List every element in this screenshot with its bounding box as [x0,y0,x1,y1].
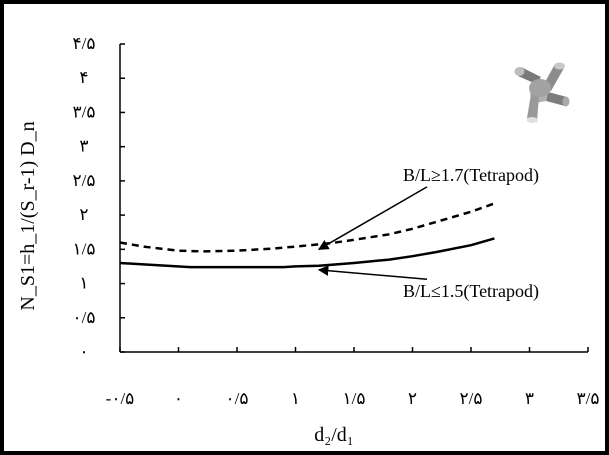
y-tick-label: ۲/۵ [73,171,96,190]
x-tick-label: ۳ [525,389,534,408]
x-tick-label: ۰/۵ [226,389,249,408]
annotations: B/L≥1.7(Tetrapod) B/L≤1.5(Tetrapod) [317,165,539,302]
x-tick-label: ۱/۵ [343,389,366,408]
y-tick-label: ۱ [79,274,88,293]
x-tick-label: ۱ [291,389,300,408]
x-tick-label: -۰/۵ [106,389,135,408]
y-axis-ticks: ۰ ۰/۵ ۱ ۱/۵ ۲ ۲/۵ ۳ ۳/۵ ۴ ۴/۵ [73,34,125,361]
series-group [119,202,495,269]
y-tick-label: ۰ [79,342,88,361]
annotation-arrow-1 [317,186,428,250]
x-tick-label: ۳/۵ [577,389,600,408]
y-tick-label: ۳ [79,137,88,156]
axes [119,44,588,353]
y-tick-label: ۰/۵ [73,308,96,327]
y-tick-label: ۴ [79,68,88,87]
x-axis-ticks: -۰/۵ ۰ ۰/۵ ۱ ۱/۵ ۲ ۲/۵ ۳ ۳/۵ [106,347,600,408]
x-tick-label: ۰ [174,389,183,408]
annotation-label-1: B/L≥1.7(Tetrapod) [403,165,539,186]
annotation-arrow-2 [317,265,428,280]
series-line-2 [119,237,495,269]
annotation-label-2: B/L≤1.5(Tetrapod) [403,281,539,302]
x-tick-label: ۲/۵ [460,389,483,408]
series-line-1 [119,202,495,253]
y-tick-label: ۳/۵ [73,102,96,121]
y-tick-label: ۱/۵ [73,239,96,258]
y-tick-label: ۲ [79,205,88,224]
y-tick-label: ۴/۵ [73,34,96,53]
x-axis-label: d₂/d₁ [314,424,354,446]
tetrapod-icon [514,62,570,123]
x-tick-label: ۲ [408,389,417,408]
y-axis-label: N_S1=h_1/(S_r-1) D_n [17,121,39,310]
